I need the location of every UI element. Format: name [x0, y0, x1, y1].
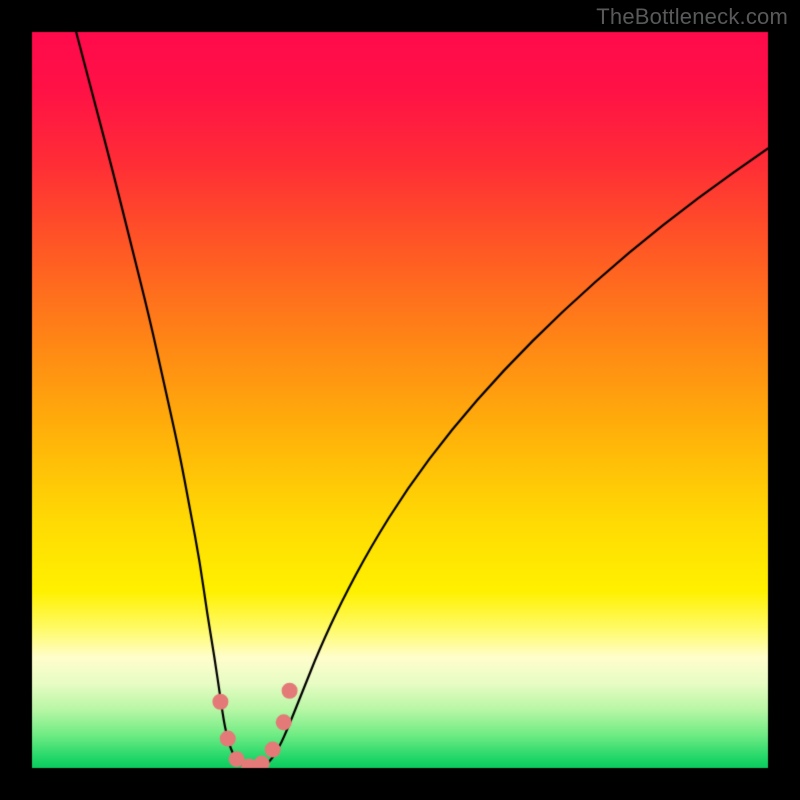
bottleneck-chart-canvas	[0, 0, 800, 800]
watermark-text: TheBottleneck.com	[596, 4, 788, 30]
chart-container: TheBottleneck.com	[0, 0, 800, 800]
